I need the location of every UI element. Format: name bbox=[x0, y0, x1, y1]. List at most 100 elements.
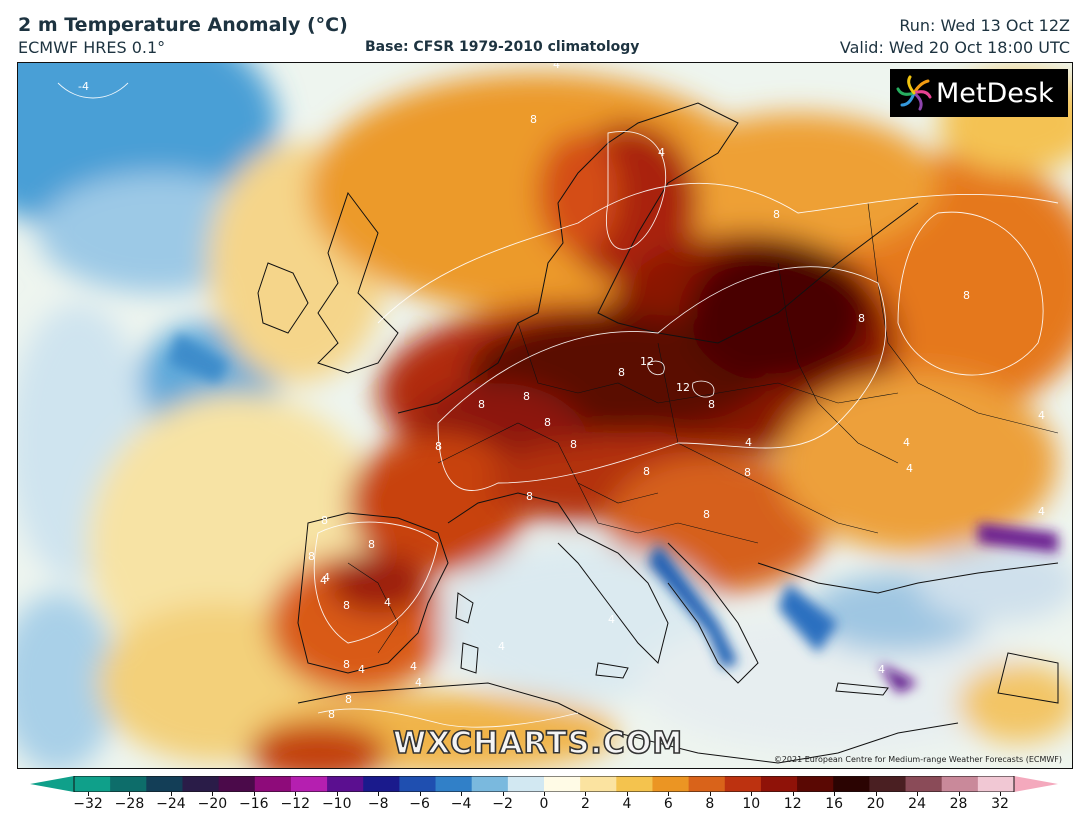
contour-label: 4 bbox=[878, 663, 885, 676]
anomaly-field bbox=[18, 63, 1072, 768]
contour-label: 4 bbox=[358, 663, 365, 676]
map-canvas: -4 4 8 4 8 8 8 8 4 8 12 12 8 8 8 8 8 8 4… bbox=[18, 63, 1072, 768]
colorbar-tick-label: 2 bbox=[580, 796, 590, 812]
contour-label: 8 bbox=[773, 208, 780, 221]
colorbar-segment bbox=[254, 776, 292, 792]
colorbar-tick-mark bbox=[834, 792, 836, 796]
colorbar-tick-label: −2 bbox=[492, 796, 513, 812]
colorbar-segment bbox=[905, 776, 943, 792]
contour-label: 8 bbox=[368, 538, 375, 551]
colorbar-segment bbox=[688, 776, 726, 792]
colorbar-tick-label: 32 bbox=[991, 796, 1009, 812]
wxcharts-watermark: WXCHARTS.COM bbox=[392, 725, 684, 762]
colorbar-tick-mark bbox=[212, 792, 214, 796]
colorbar-tick-mark bbox=[792, 792, 794, 796]
colorbar-tick-mark bbox=[253, 792, 255, 796]
climatology-base-label: Base: CFSR 1979-2010 climatology bbox=[365, 39, 640, 55]
colorbar-segment bbox=[146, 776, 184, 792]
colorbar-ticks: −32 −28 −24 −20 −16 −12 −10 −8 −6 −4 −2 0 2 4 6 8 10 12 16… bbox=[0, 792, 1088, 826]
colorbar-right-arrow bbox=[1014, 776, 1058, 792]
colorbar-segment bbox=[724, 776, 762, 792]
colorbar-segment bbox=[507, 776, 545, 792]
colorbar-segment bbox=[869, 776, 907, 792]
colorbar-tick-mark bbox=[295, 792, 297, 796]
colorbar-tick-label: 16 bbox=[825, 796, 844, 812]
contour-label: 8 bbox=[526, 490, 533, 503]
colorbar-segment bbox=[471, 776, 509, 792]
contour-label: 12 bbox=[676, 381, 690, 394]
colorbar-tick-mark bbox=[958, 792, 960, 796]
isotherm-contours bbox=[57, 82, 1059, 728]
contour-label: 8 bbox=[643, 465, 650, 478]
colorbar-tick-label: 24 bbox=[908, 796, 926, 812]
colorbar-segment bbox=[544, 776, 581, 792]
colorbar-tick-label: 0 bbox=[539, 796, 549, 812]
country-borders bbox=[347, 202, 1059, 654]
contour-label: 8 bbox=[744, 466, 751, 479]
contour-label: 4 bbox=[323, 571, 330, 584]
colorbar-tick-label: −28 bbox=[114, 796, 145, 812]
model-label: ECMWF HRES 0.1° bbox=[18, 38, 166, 57]
contour-label: 4 bbox=[658, 146, 665, 159]
colorbar-tick-label: −32 bbox=[73, 796, 103, 812]
colorbar-segment bbox=[833, 776, 870, 792]
contour-label: 8 bbox=[343, 599, 350, 612]
contour-label: 8 bbox=[703, 508, 710, 521]
colorbar-tick-mark bbox=[88, 792, 89, 796]
contour-label-group: -4 4 8 4 8 8 8 8 4 8 12 12 8 8 8 8 8 8 4… bbox=[78, 63, 1045, 721]
colorbar-tick-mark bbox=[544, 792, 545, 796]
contour-label: 8 bbox=[328, 708, 335, 721]
colorbar-tick-mark bbox=[502, 792, 504, 796]
contour-label: 8 bbox=[345, 693, 352, 706]
colorbar-segment bbox=[760, 776, 798, 792]
chart-title: 2 m Temperature Anomaly (°C) bbox=[18, 14, 348, 36]
contour-label: 4 bbox=[410, 660, 417, 673]
contour-label: -4 bbox=[78, 80, 89, 93]
colorbar-segment bbox=[616, 776, 654, 792]
colorbar-tick-label: −12 bbox=[280, 796, 311, 812]
contour-label: 8 bbox=[343, 658, 350, 671]
colorbar-tick-mark bbox=[626, 792, 628, 796]
contour-label: 12 bbox=[640, 355, 654, 368]
contour-label: 4 bbox=[608, 613, 615, 626]
colorbar-tick-label: 4 bbox=[622, 796, 632, 812]
colorbar-tick-label: 10 bbox=[742, 796, 761, 812]
colorbar-segment bbox=[74, 776, 111, 792]
colorbar-tick-mark bbox=[419, 792, 421, 796]
colorbar-left-arrow bbox=[30, 776, 74, 792]
colorbar-segment bbox=[399, 776, 437, 792]
colorbar-tick-mark bbox=[668, 792, 670, 796]
colorbar-tick-label: −8 bbox=[367, 796, 389, 812]
colorbar-segment bbox=[363, 776, 400, 792]
contour-label: 8 bbox=[523, 390, 530, 403]
colorbar-tick-label: 20 bbox=[866, 796, 885, 812]
contour-label: 4 bbox=[498, 640, 505, 653]
metdesk-logo: MetDesk bbox=[890, 69, 1068, 117]
colorbar-segment bbox=[110, 776, 147, 792]
contour-label: 4 bbox=[1038, 505, 1045, 518]
colorbar-segment bbox=[580, 776, 617, 792]
colorbar bbox=[30, 776, 1058, 792]
temperature-anomaly-map[interactable]: -4 4 8 4 8 8 8 8 4 8 12 12 8 8 8 8 8 8 4… bbox=[17, 62, 1073, 769]
colorbar-segment bbox=[182, 776, 220, 792]
contour-label: 8 bbox=[530, 113, 537, 126]
colorbar-segment bbox=[218, 776, 256, 792]
colorbar-tick-mark bbox=[1000, 792, 1001, 796]
colorbar-tick-label: 12 bbox=[783, 796, 802, 812]
colorbar-tick-label: 6 bbox=[663, 796, 673, 812]
contour-label: 8 bbox=[618, 366, 625, 379]
colorbar-tick-mark bbox=[585, 792, 587, 796]
cold-streaks bbox=[168, 333, 1058, 693]
coastlines bbox=[257, 102, 1059, 764]
colorbar-segment bbox=[652, 776, 690, 792]
contour-label: 4 bbox=[906, 462, 913, 475]
colorbar-segments bbox=[74, 776, 1015, 792]
contour-label: 8 bbox=[478, 398, 485, 411]
colorbar-tick-mark bbox=[336, 792, 338, 796]
contour-label: 8 bbox=[858, 312, 865, 325]
colorbar-tick-label: −20 bbox=[197, 796, 228, 812]
colorbar-segment bbox=[327, 776, 364, 792]
contour-label: 8 bbox=[308, 550, 315, 563]
contour-label: 4 bbox=[1038, 409, 1045, 422]
colorbar-tick-mark bbox=[461, 792, 463, 796]
